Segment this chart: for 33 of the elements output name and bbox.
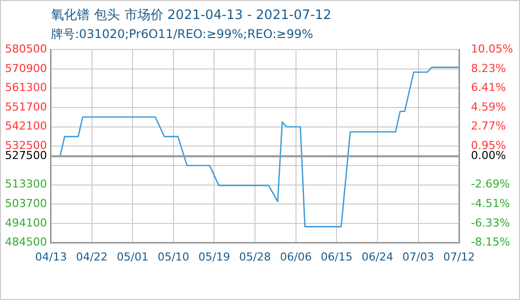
y-tick-label: 494100: [4, 216, 47, 230]
chart-subtitle: 牌号:031020;Pr6O11/REO:≥99%;REO:≥99%: [51, 26, 314, 43]
y-tick-label: 580500: [4, 42, 47, 56]
y2-tick-label: 10.05%: [471, 42, 514, 56]
x-tick-label: 04/22: [76, 250, 108, 264]
y2-tick-label: -2.69%: [471, 178, 510, 191]
y-tick-label: 570900: [4, 62, 47, 75]
x-tick-label: 06/24: [362, 250, 394, 264]
y2-tick-label: -8.15%: [471, 236, 510, 249]
x-tick-label: 06/15: [320, 250, 352, 264]
y2-tick-label: 6.41%: [471, 81, 506, 94]
y-tick-label: 503700: [4, 197, 47, 210]
x-tick-label: 07/12: [443, 250, 475, 264]
y-tick-label: 551700: [4, 100, 47, 114]
x-tick-label: 07/03: [402, 250, 434, 264]
y-tick-label: 561300: [4, 81, 47, 94]
y2-tick-label: 4.59%: [471, 100, 506, 114]
y2-tick-label: 2.77%: [471, 120, 506, 133]
y-tick-label: 527500: [4, 149, 47, 162]
x-tick-label: 05/28: [239, 250, 271, 264]
x-tick-label: 05/01: [116, 250, 148, 264]
y-tick-label: 484500: [4, 236, 47, 249]
x-tick-label: 04/13: [35, 250, 67, 264]
x-tick-label: 06/06: [280, 250, 312, 264]
y2-tick-label: -6.33%: [471, 216, 510, 230]
y-tick-label: 542100: [4, 120, 47, 133]
y2-tick-label: 0.00%: [471, 149, 506, 162]
x-tick-label: 05/10: [158, 250, 190, 264]
x-tick-label: 05/19: [198, 250, 230, 264]
y2-tick-label: -4.51%: [471, 197, 510, 210]
y-tick-label: 513300: [4, 178, 47, 191]
chart-title: 氧化镨 包头 市场价 2021-04-13 - 2021-07-12: [51, 7, 332, 24]
y2-tick-label: 8.23%: [471, 62, 506, 75]
